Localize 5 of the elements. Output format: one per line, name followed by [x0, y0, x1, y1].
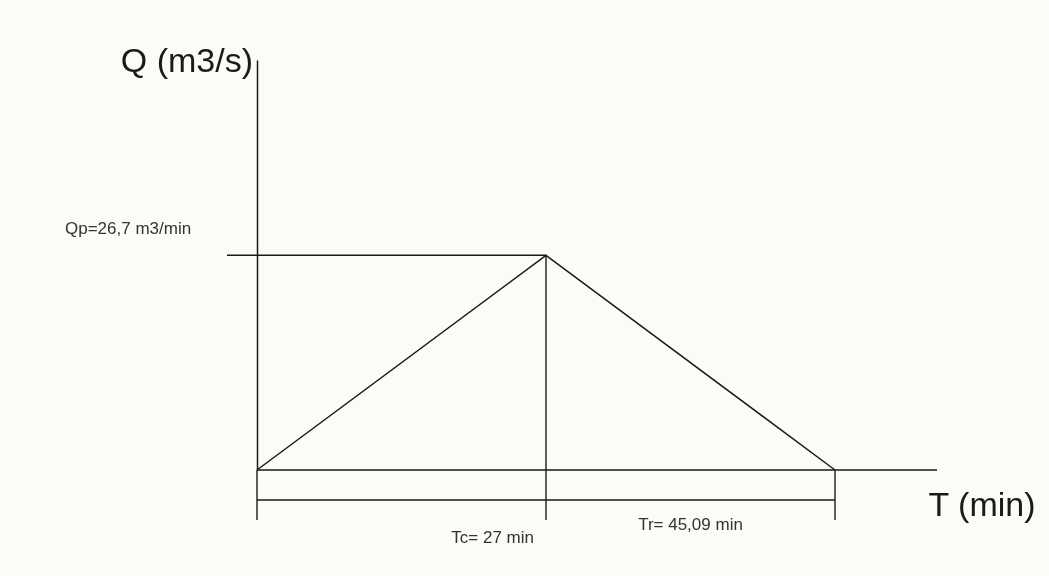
- text: Tr= 45,09 min: [638, 515, 743, 534]
- text: Qp=26,7 m3/min: [65, 219, 192, 239]
- text: Q (m3/s): [120, 41, 253, 79]
- x-axis-title: T (min): [928, 484, 1036, 523]
- text: Tc= 27 min: [451, 528, 534, 547]
